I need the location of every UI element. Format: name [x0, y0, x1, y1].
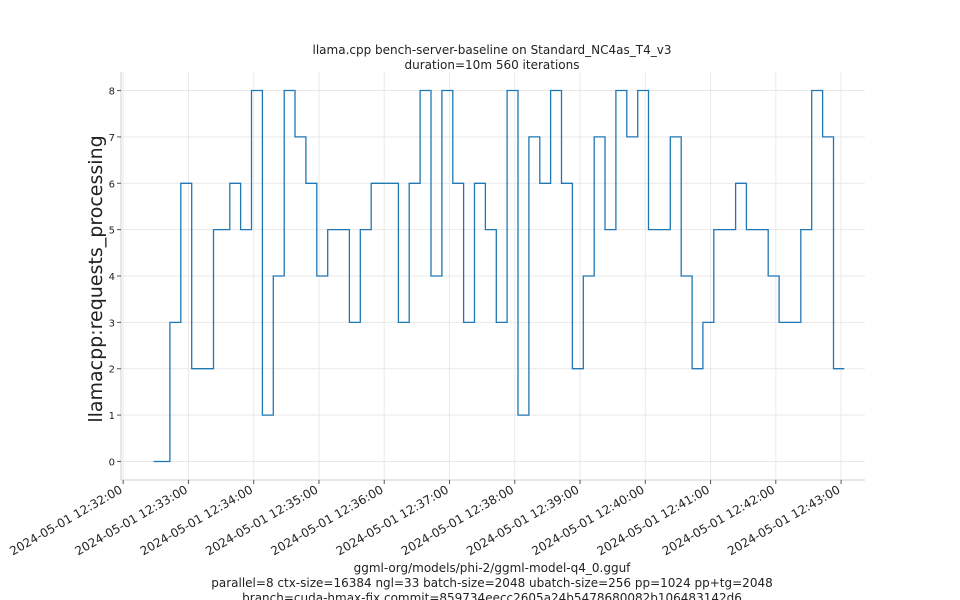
x-tick-label: 2024-05-01 12:32:00 [7, 482, 124, 558]
chart-title: llama.cpp bench-server-baseline on Stand… [313, 43, 672, 57]
y-tick-label: 3 [109, 318, 115, 329]
x-tick-label: 2024-05-01 12:34:00 [138, 482, 255, 558]
y-tick-label: 7 [109, 133, 115, 144]
x-axis-label-line-3: branch=cuda-hmax-fix commit=859734eecc26… [242, 591, 742, 600]
x-axis-label-line-1: ggml-org/models/phi-2/ggml-model-q4_0.gg… [354, 561, 632, 575]
y-tick-label: 8 [109, 87, 115, 98]
grid-lines [121, 72, 865, 480]
y-tick-label: 2 [109, 365, 115, 376]
y-tick-label: 6 [109, 179, 115, 190]
x-tick-label: 2024-05-01 12:41:00 [595, 482, 712, 558]
y-axis-label: llamacpp:requests_processing [85, 135, 107, 422]
x-tick-label: 2024-05-01 12:42:00 [660, 482, 777, 558]
y-tick-label: 4 [109, 272, 115, 283]
y-tick-label: 0 [109, 457, 115, 468]
y-tick-label: 5 [109, 226, 115, 237]
x-axis-label-line-2: parallel=8 ctx-size=16384 ngl=33 batch-s… [211, 576, 772, 590]
y-tick-label: 1 [109, 411, 115, 422]
x-tick-label: 2024-05-01 12:40:00 [529, 482, 646, 558]
x-tick-label: 2024-05-01 12:39:00 [464, 482, 581, 558]
x-tick-label: 2024-05-01 12:33:00 [73, 482, 190, 558]
x-tick-label: 2024-05-01 12:43:00 [725, 482, 842, 558]
x-tick-label: 2024-05-01 12:37:00 [334, 482, 451, 558]
x-tick-label: 2024-05-01 12:35:00 [203, 482, 320, 558]
y-ticks: 0 1 2 3 4 5 6 7 8 [109, 87, 121, 468]
series-line [153, 89, 845, 463]
x-tick-label: 2024-05-01 12:36:00 [268, 482, 385, 558]
x-tick-label: 2024-05-01 12:38:00 [399, 482, 516, 558]
chart-subtitle: duration=10m 560 iterations [405, 58, 580, 72]
